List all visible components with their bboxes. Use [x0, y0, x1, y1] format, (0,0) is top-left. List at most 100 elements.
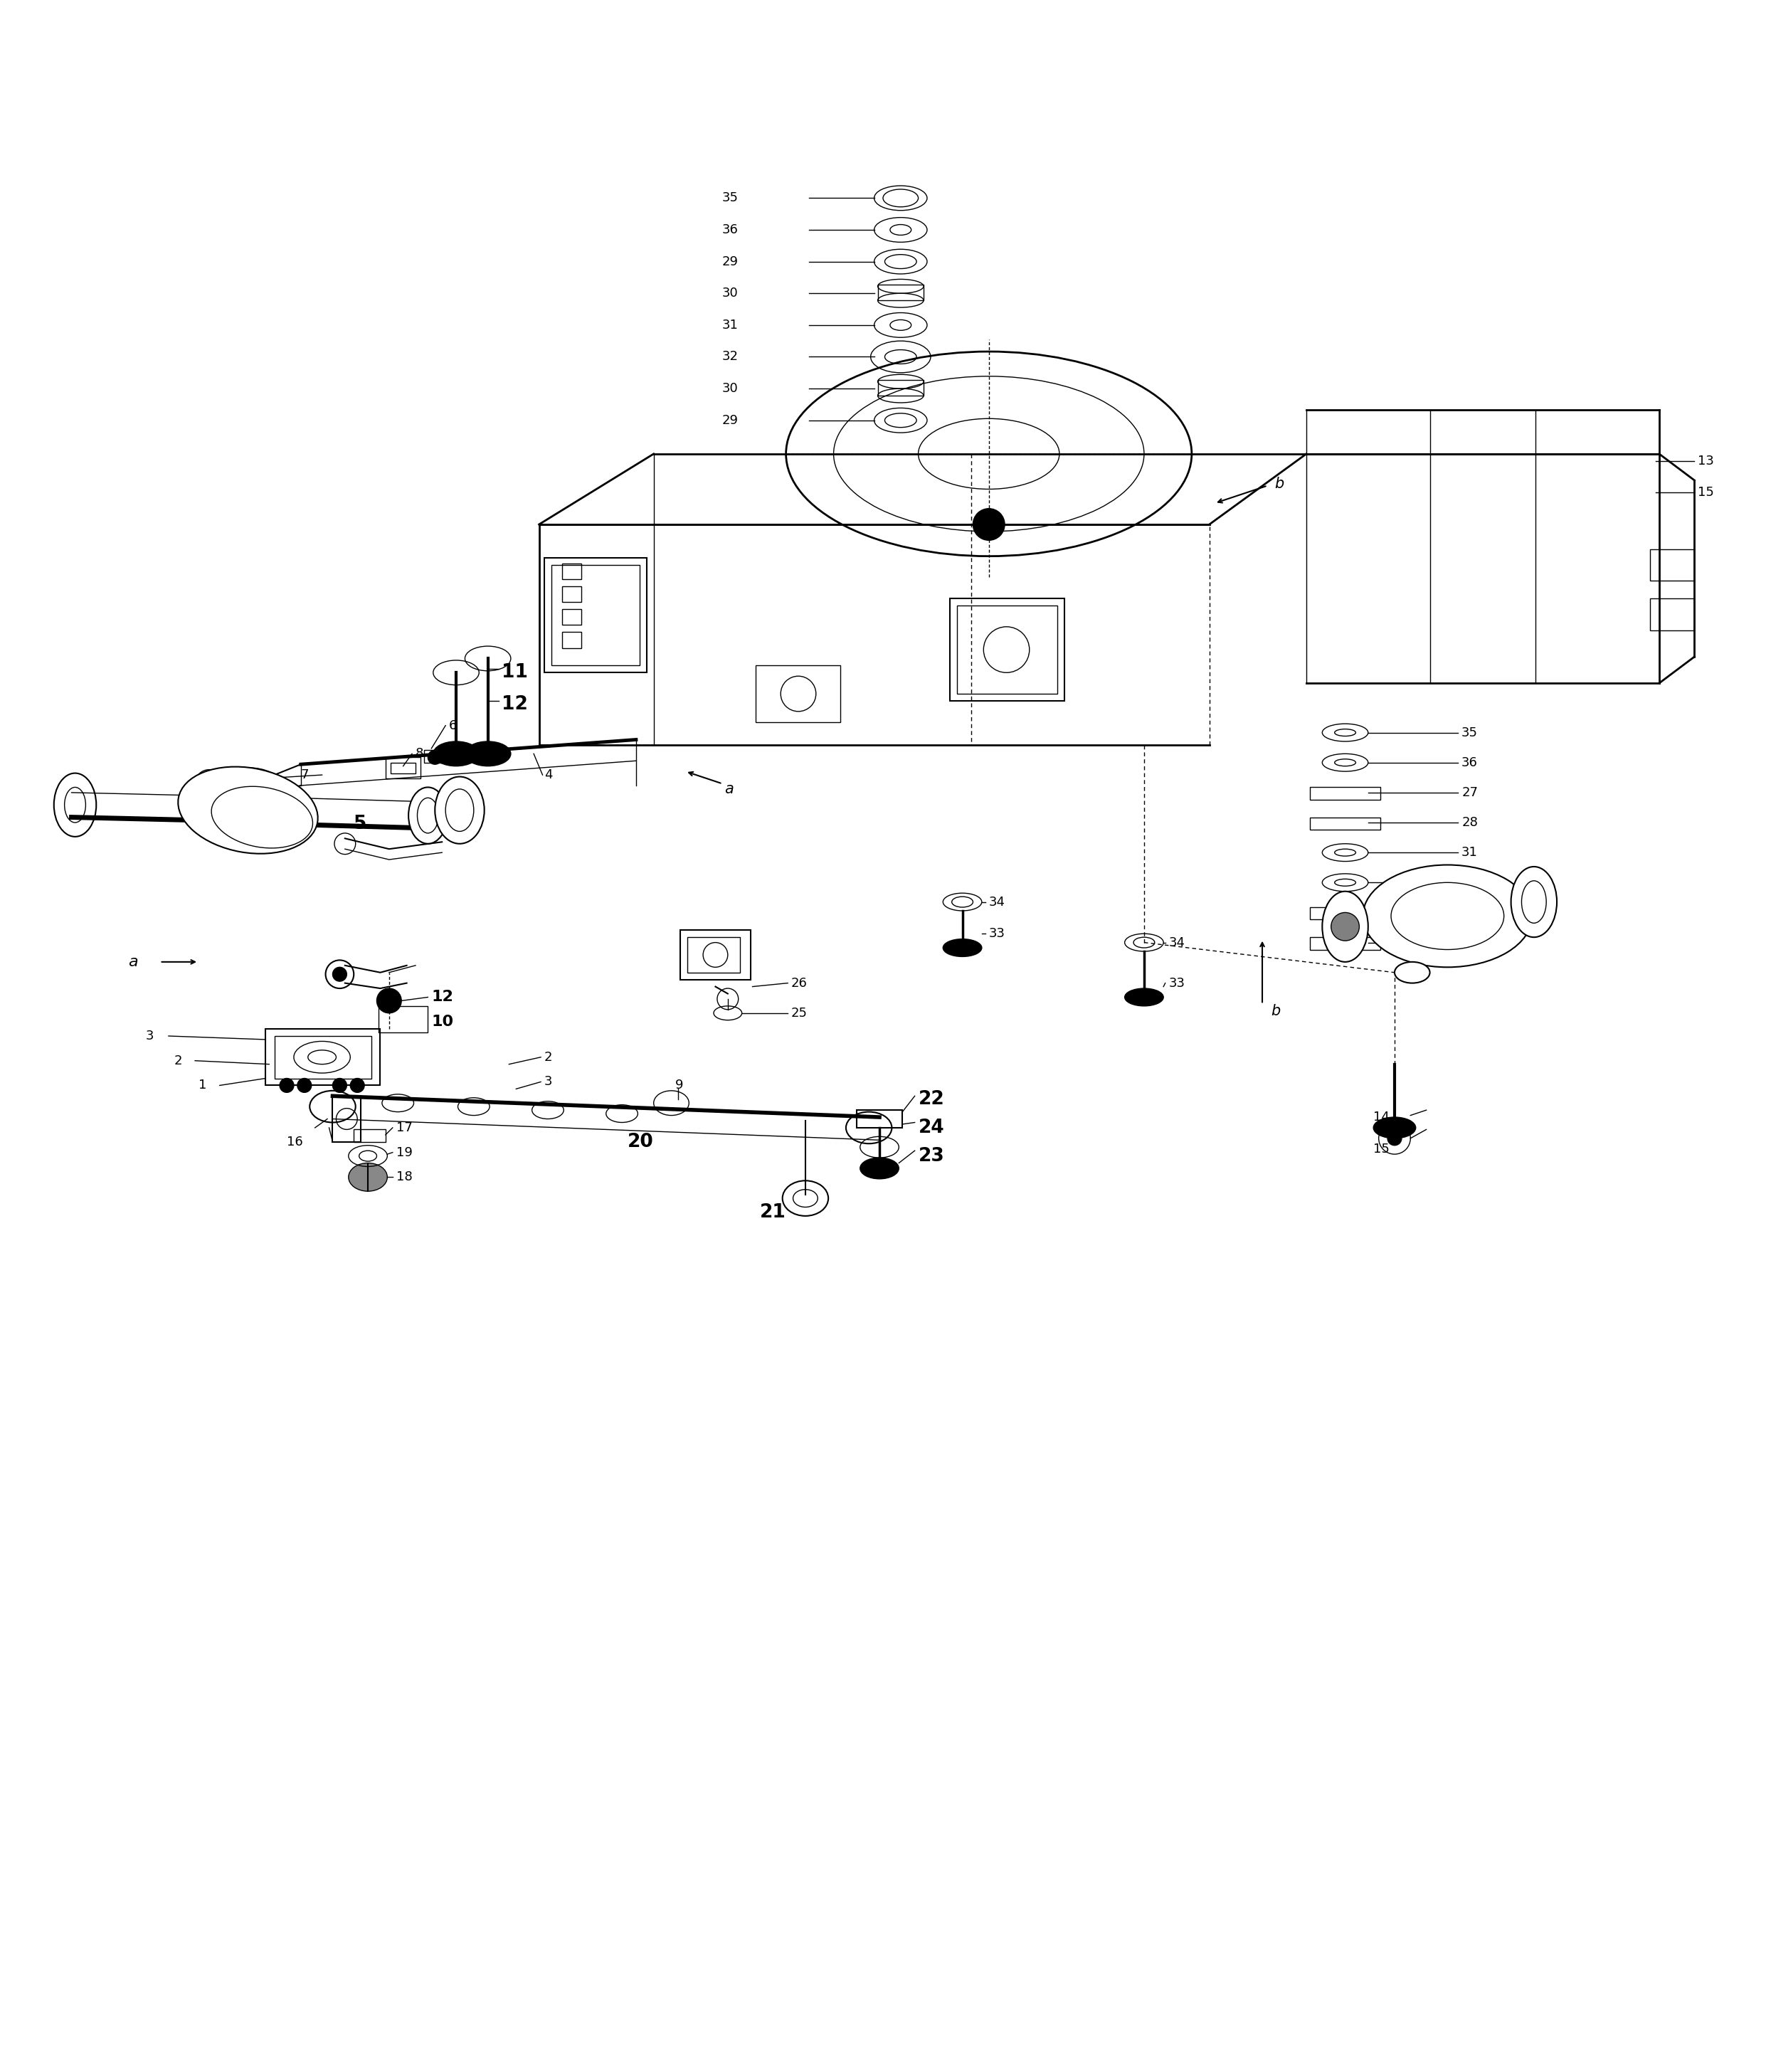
Text: 24: 24 [918, 1119, 945, 1138]
Text: 16: 16 [286, 1135, 304, 1148]
Ellipse shape [212, 787, 313, 847]
Circle shape [297, 1077, 311, 1092]
Ellipse shape [434, 777, 484, 843]
Text: 15: 15 [1697, 487, 1715, 499]
Text: 35: 35 [1462, 725, 1478, 740]
Text: b: b [1275, 477, 1284, 491]
Text: 31: 31 [1462, 845, 1478, 860]
Bar [544, 557, 646, 673]
Text: 30: 30 [722, 381, 738, 396]
Text: 34: 34 [989, 895, 1005, 908]
Bar [950, 599, 1065, 700]
Bar [1310, 816, 1381, 829]
Bar [687, 937, 740, 972]
Text: 28: 28 [1462, 816, 1478, 829]
Bar [562, 609, 581, 626]
Text: a: a [724, 781, 733, 796]
Text: 3: 3 [145, 1030, 154, 1042]
Text: 18: 18 [396, 1171, 411, 1183]
Text: 27: 27 [1462, 937, 1478, 949]
Text: 28: 28 [1462, 905, 1478, 918]
Text: 27: 27 [1462, 785, 1478, 800]
Circle shape [279, 1077, 293, 1092]
Text: 21: 21 [759, 1204, 786, 1222]
Text: 19: 19 [396, 1146, 413, 1158]
Ellipse shape [1512, 866, 1558, 937]
Ellipse shape [1125, 988, 1164, 1007]
Text: 9: 9 [675, 1080, 683, 1092]
Text: 4: 4 [544, 769, 553, 781]
Text: 30: 30 [722, 286, 738, 300]
Circle shape [201, 777, 215, 792]
Text: 5: 5 [353, 814, 367, 833]
Bar [957, 605, 1058, 694]
Circle shape [332, 1077, 346, 1092]
Ellipse shape [408, 787, 447, 843]
Text: 26: 26 [791, 976, 807, 990]
Text: 12: 12 [502, 694, 528, 713]
Circle shape [1332, 912, 1360, 941]
Text: 2: 2 [544, 1051, 553, 1063]
Ellipse shape [1522, 881, 1547, 924]
Bar [562, 586, 581, 603]
Circle shape [332, 968, 346, 982]
Bar [1651, 549, 1694, 580]
Circle shape [427, 750, 442, 765]
Bar [551, 566, 639, 665]
Text: 32: 32 [722, 350, 738, 363]
Circle shape [350, 1077, 364, 1092]
Text: b: b [1272, 1005, 1280, 1019]
Bar [378, 1007, 427, 1032]
Ellipse shape [1395, 961, 1430, 982]
Ellipse shape [1374, 1117, 1416, 1138]
Bar [385, 756, 420, 779]
Text: 12: 12 [431, 990, 454, 1005]
Text: 17: 17 [396, 1121, 413, 1133]
Bar [265, 1030, 380, 1086]
Bar [878, 284, 924, 300]
Text: 36: 36 [1462, 756, 1478, 769]
Circle shape [376, 988, 401, 1013]
Bar [424, 750, 445, 762]
Bar [1651, 599, 1694, 630]
Text: 8: 8 [415, 748, 424, 760]
Bar [1310, 787, 1381, 800]
Ellipse shape [860, 1158, 899, 1179]
Text: 10: 10 [431, 1015, 454, 1030]
Ellipse shape [1323, 891, 1369, 961]
Text: 32: 32 [1462, 876, 1478, 889]
Ellipse shape [433, 742, 479, 767]
Bar [1310, 908, 1381, 920]
Circle shape [973, 508, 1005, 541]
Ellipse shape [445, 789, 473, 831]
Bar [332, 1096, 360, 1142]
Text: 36: 36 [722, 224, 738, 236]
Text: 11: 11 [502, 663, 528, 682]
Text: 33: 33 [989, 928, 1005, 941]
Text: 14: 14 [1374, 1111, 1390, 1123]
Text: 2: 2 [173, 1055, 182, 1067]
Text: 15: 15 [1374, 1142, 1390, 1156]
Bar [562, 632, 581, 649]
Bar [1310, 937, 1381, 949]
Text: 34: 34 [1169, 937, 1185, 949]
Text: 13: 13 [1697, 454, 1715, 468]
Text: 35: 35 [722, 193, 738, 205]
Text: 29: 29 [722, 255, 738, 267]
Ellipse shape [1363, 864, 1533, 968]
Ellipse shape [1392, 883, 1505, 949]
Bar [562, 564, 581, 578]
Bar [857, 1111, 902, 1127]
Text: 33: 33 [1169, 976, 1185, 990]
Text: 31: 31 [722, 319, 738, 332]
Bar [353, 1129, 385, 1142]
Text: 3: 3 [544, 1075, 553, 1088]
Ellipse shape [178, 767, 318, 854]
Ellipse shape [943, 939, 982, 957]
Text: 29: 29 [722, 414, 738, 427]
Bar [274, 1036, 371, 1077]
Text: 25: 25 [791, 1007, 807, 1019]
Bar [878, 379, 924, 396]
Text: 22: 22 [918, 1090, 945, 1109]
Text: 23: 23 [918, 1146, 945, 1164]
